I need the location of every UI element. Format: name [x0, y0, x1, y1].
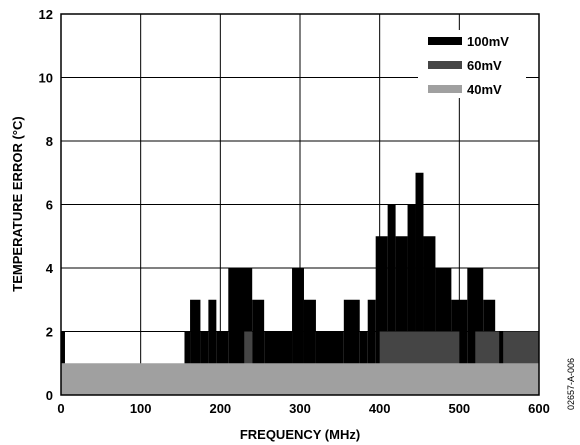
bar-segment — [367, 299, 376, 395]
bar-segment — [303, 299, 316, 395]
x-tick-label: 400 — [369, 401, 391, 416]
bar-segment — [407, 204, 416, 395]
y-tick-label: 2 — [46, 325, 53, 340]
x-tick-label: 100 — [130, 401, 152, 416]
y-axis-ticks: 0 2 4 6 8 10 12 — [39, 7, 54, 403]
bar-segment — [208, 299, 217, 395]
x-tick-label: 600 — [528, 401, 550, 416]
bar-segment — [387, 204, 396, 395]
legend-label: 40mV — [467, 82, 502, 97]
y-tick-label: 6 — [46, 198, 53, 213]
legend-swatch — [428, 61, 462, 69]
legend-label: 100mV — [467, 34, 509, 49]
legend-swatch — [428, 37, 462, 45]
legend-swatch — [428, 85, 462, 93]
data-marks — [61, 172, 539, 395]
figure-id-label: 02657-A-006 — [566, 358, 576, 410]
x-tick-label: 0 — [57, 401, 64, 416]
y-tick-label: 8 — [46, 134, 53, 149]
y-axis-title: TEMPERATURE ERROR (°C) — [10, 116, 25, 291]
bar-segment — [423, 236, 436, 395]
bar-segment — [252, 299, 265, 395]
y-tick-label: 0 — [46, 388, 53, 403]
bar-segment — [190, 299, 201, 395]
legend-label: 60mV — [467, 58, 502, 73]
x-tick-label: 300 — [289, 401, 311, 416]
x-axis-ticks: 0 100 200 300 400 500 600 — [57, 401, 549, 416]
legend: 100mV 60mV 40mV — [428, 34, 509, 97]
y-tick-label: 12 — [39, 7, 53, 22]
bar-segment — [61, 363, 539, 395]
x-tick-label: 500 — [448, 401, 470, 416]
bar-segment — [395, 236, 408, 395]
bar-segment — [292, 268, 304, 395]
y-tick-label: 10 — [39, 71, 53, 86]
x-axis-title: FREQUENCY (MHz) — [240, 427, 360, 442]
bar-segment — [375, 236, 388, 395]
y-tick-label: 4 — [46, 261, 54, 276]
bar-segment — [415, 172, 424, 395]
x-tick-label: 200 — [209, 401, 231, 416]
plot-frame — [60, 13, 540, 396]
series-40mV — [61, 363, 539, 395]
